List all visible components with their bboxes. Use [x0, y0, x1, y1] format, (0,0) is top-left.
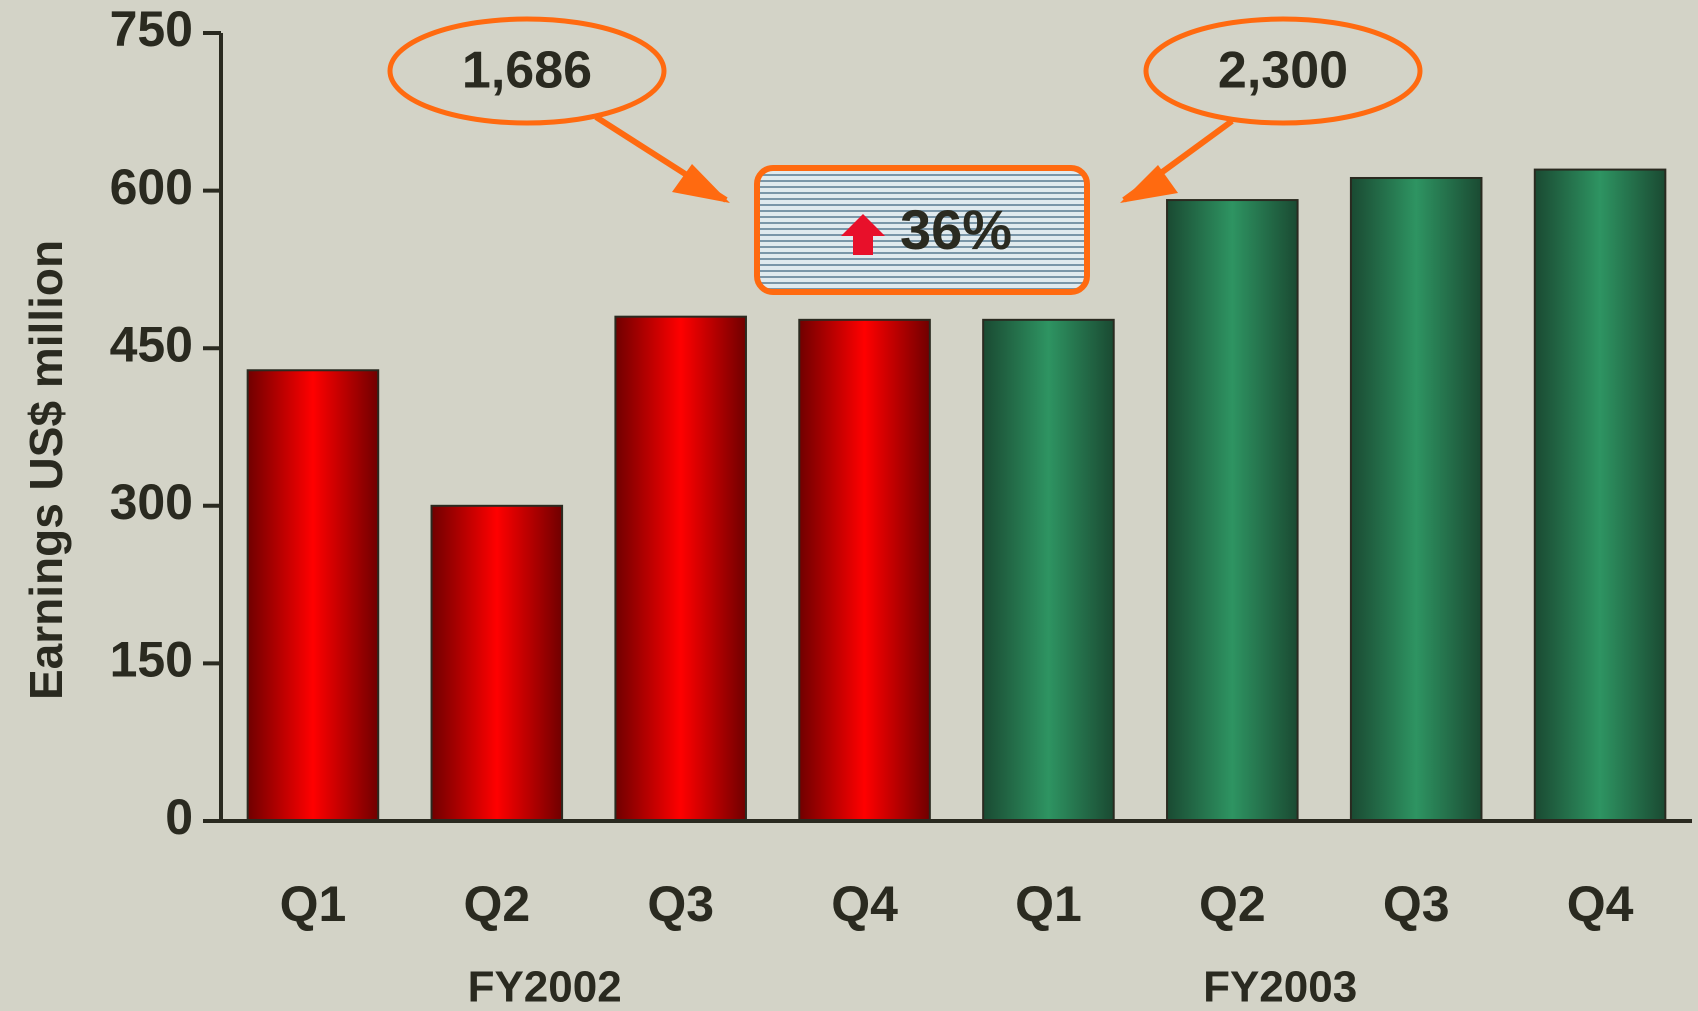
y-tick-label: 450 [110, 316, 193, 372]
group-label: FY2003 [1203, 963, 1357, 1011]
callout [387, 16, 667, 126]
arrow-head [672, 164, 730, 203]
y-tick-label: 750 [110, 1, 193, 57]
bar [246, 369, 380, 822]
group-label: FY2002 [468, 963, 622, 1011]
arrow-head [1120, 165, 1178, 203]
x-tick-label: Q3 [647, 876, 714, 932]
bar [1166, 199, 1299, 822]
annotation: 2,300 [1218, 42, 1348, 100]
bar [982, 318, 1115, 822]
y-tick-label: 0 [165, 789, 193, 845]
growth-box [754, 165, 1090, 295]
y-tick-label: 600 [110, 159, 193, 215]
y-tick-label: 300 [110, 474, 193, 530]
x-tick-label: Q1 [1015, 876, 1082, 932]
y-axis-label: Earnings US$ million [20, 240, 72, 700]
x-tick-label: Q2 [1199, 876, 1266, 932]
annotation: 36% [900, 198, 1012, 261]
x-tick-label: Q4 [831, 876, 898, 932]
bar [1533, 168, 1667, 822]
up-arrow-icon [841, 214, 885, 255]
x-tick-label: Q4 [1567, 876, 1634, 932]
bar [798, 318, 931, 822]
callout [1143, 16, 1423, 126]
annotation: 1,686 [462, 42, 592, 100]
bar [430, 504, 564, 822]
bar [614, 315, 747, 822]
x-tick-label: Q2 [463, 876, 530, 932]
x-tick-label: Q1 [280, 876, 347, 932]
x-tick-label: Q3 [1383, 876, 1450, 932]
bar [1349, 176, 1483, 822]
y-tick-label: 150 [110, 632, 193, 688]
